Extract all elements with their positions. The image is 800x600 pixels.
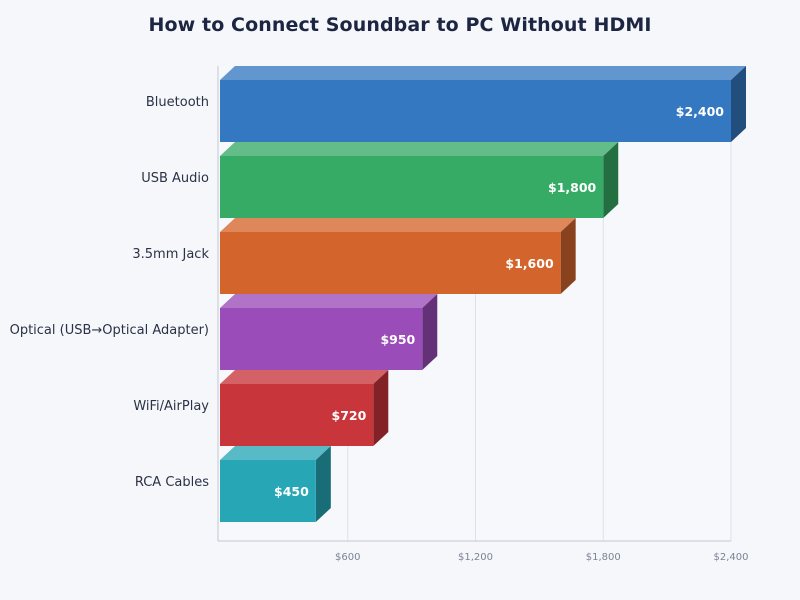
bar-group: $720	[220, 370, 389, 446]
bar-group: $2,400	[220, 66, 746, 142]
x-tick-label: $600	[335, 552, 360, 563]
x-tick-label: $1,200	[458, 552, 493, 563]
bar-top-face	[220, 142, 619, 156]
bar-top-face	[220, 218, 576, 232]
bar	[220, 232, 561, 294]
category-label: RCA Cables	[135, 475, 209, 490]
bar-side-face	[603, 142, 619, 218]
bar	[220, 460, 316, 522]
bar-side-face	[373, 370, 389, 446]
bar-value-label: $1,600	[505, 256, 554, 271]
category-label: USB Audio	[141, 171, 209, 186]
chart-title: How to Connect Soundbar to PC Without HD…	[148, 14, 652, 36]
category-label: 3.5mm Jack	[132, 247, 209, 262]
category-label: WiFi/AirPlay	[133, 399, 209, 414]
bar-top-face	[220, 66, 746, 80]
bar-value-label: $2,400	[676, 104, 725, 119]
bar	[220, 384, 374, 446]
bar-group: $1,800	[220, 142, 619, 218]
bar-side-face	[422, 294, 438, 370]
bar-group: $1,600	[220, 218, 576, 294]
category-label: Optical (USB→Optical Adapter)	[10, 323, 209, 338]
bar-top-face	[220, 446, 331, 460]
bar-group: $450	[220, 446, 331, 522]
bar	[220, 156, 604, 218]
bar	[220, 80, 731, 142]
category-label: Bluetooth	[146, 95, 209, 110]
bar-value-label: $1,800	[548, 180, 597, 195]
bar-top-face	[220, 294, 438, 308]
bar-value-label: $950	[380, 332, 415, 347]
x-tick-label: $2,400	[714, 552, 749, 563]
bar-side-face	[560, 218, 576, 294]
bar-group: $950	[220, 294, 438, 370]
bar-value-label: $450	[274, 484, 309, 499]
x-tick-label: $1,800	[586, 552, 621, 563]
bar-side-face	[731, 66, 746, 142]
bar-side-face	[315, 446, 331, 522]
bar-value-label: $720	[332, 408, 367, 423]
bar	[220, 308, 423, 370]
bar-top-face	[220, 370, 389, 384]
